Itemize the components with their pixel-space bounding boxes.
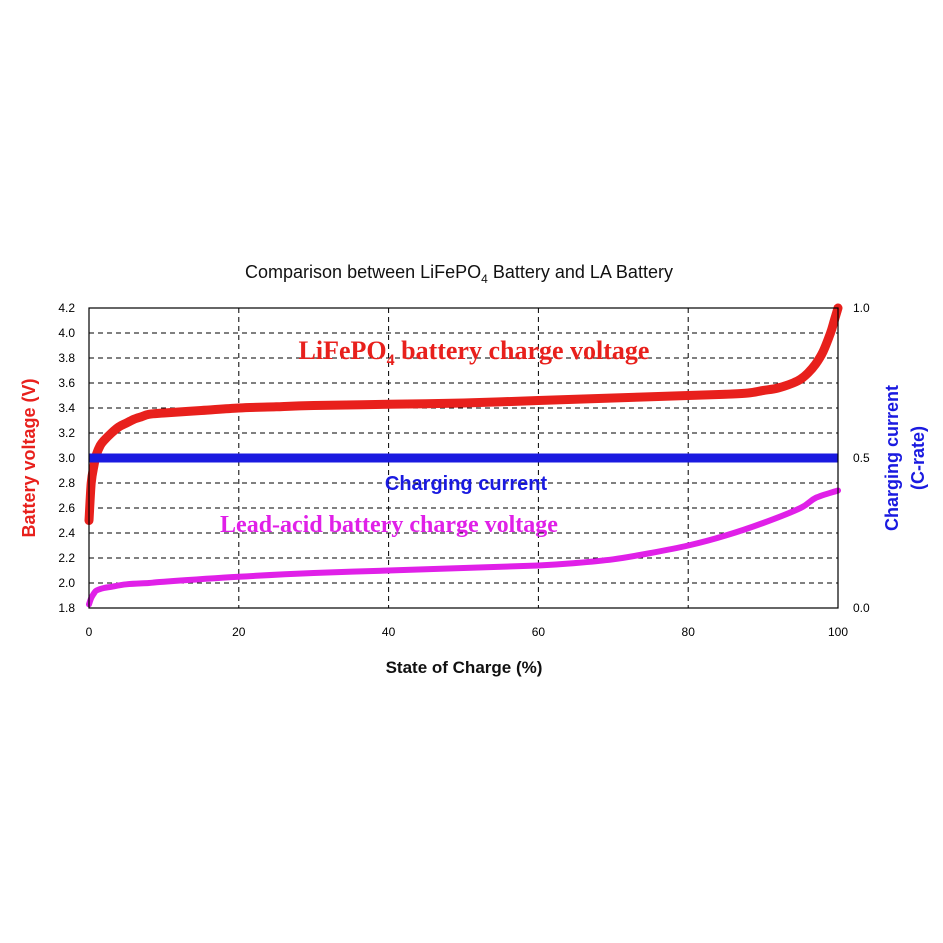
chart-title: Comparison between LiFePO4 Battery and L… bbox=[245, 262, 673, 286]
series-lines bbox=[84, 303, 843, 608]
y-left-tick-label: 2.2 bbox=[58, 551, 75, 565]
y-left-tick-label: 3.6 bbox=[58, 376, 75, 390]
x-axis-label: State of Charge (%) bbox=[386, 658, 543, 677]
y-left-tick-label: 3.8 bbox=[58, 351, 75, 365]
y-axis-right-label-line1: Charging current bbox=[882, 385, 902, 531]
lifepo4-voltage-line bbox=[84, 303, 843, 525]
y-right-tick-label: 0.0 bbox=[853, 601, 870, 615]
y-left-tick-label: 3.2 bbox=[58, 426, 75, 440]
x-tick-label: 60 bbox=[532, 625, 546, 639]
y-left-tick-label: 1.8 bbox=[58, 601, 75, 615]
y-left-tick-label: 2.0 bbox=[58, 576, 75, 590]
y-right-tick-label: 0.5 bbox=[853, 451, 870, 465]
y-left-tick-label: 2.6 bbox=[58, 501, 75, 515]
y-left-tick-label: 2.8 bbox=[58, 476, 75, 490]
x-tick-label: 40 bbox=[382, 625, 396, 639]
lead-acid-voltage-line bbox=[86, 487, 841, 608]
charging-current-label: Charging current bbox=[385, 473, 548, 495]
y-left-tick-label: 4.0 bbox=[58, 326, 75, 340]
plot-area-frame bbox=[88, 307, 839, 609]
y-axis-right-label-line2: (C-rate) bbox=[908, 426, 928, 490]
x-tick-label: 80 bbox=[682, 625, 696, 639]
y-right-tick-label: 1.0 bbox=[853, 301, 870, 315]
y-left-tick-label: 2.4 bbox=[58, 526, 75, 540]
x-tick-label: 20 bbox=[232, 625, 246, 639]
y-left-tick-label: 3.0 bbox=[58, 451, 75, 465]
lifepo4-series-label: LiFePO4 battery charge voltage bbox=[299, 336, 650, 369]
y-left-tick-label: 3.4 bbox=[58, 401, 75, 415]
y-left-tick-label: 4.2 bbox=[58, 301, 75, 315]
y-axis-left-label: Battery voltage (V) bbox=[19, 378, 39, 537]
lead-acid-series-label: Lead-acid battery charge voltage bbox=[220, 512, 558, 538]
tick-labels: 1.8 2.0 2.2 2.4 2.6 2.8 3.0 3.2 3.4 3.6 3.8 4.0 4.2 0… bbox=[58, 301, 870, 639]
x-tick-label: 100 bbox=[828, 625, 848, 639]
x-tick-label: 0 bbox=[86, 625, 93, 639]
